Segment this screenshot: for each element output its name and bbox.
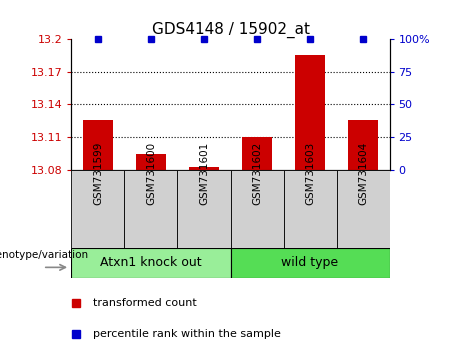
Bar: [296, 55, 325, 170]
Bar: [349, 120, 378, 170]
Text: genotype/variation: genotype/variation: [0, 250, 89, 260]
Text: GSM731601: GSM731601: [199, 142, 209, 205]
Bar: [83, 120, 112, 170]
Bar: [189, 167, 219, 170]
Text: GSM731599: GSM731599: [93, 142, 103, 205]
Bar: [136, 154, 165, 170]
Text: GSM731602: GSM731602: [252, 142, 262, 205]
Text: GSM731603: GSM731603: [305, 142, 315, 205]
Bar: [337, 170, 390, 248]
Text: percentile rank within the sample: percentile rank within the sample: [93, 329, 280, 339]
Text: Atxn1 knock out: Atxn1 knock out: [100, 256, 202, 269]
Title: GDS4148 / 15902_at: GDS4148 / 15902_at: [152, 21, 309, 38]
Bar: [230, 170, 284, 248]
Bar: [71, 170, 124, 248]
Text: transformed count: transformed count: [93, 298, 196, 308]
Bar: [284, 170, 337, 248]
Bar: [124, 170, 177, 248]
Bar: [242, 137, 272, 170]
Bar: [71, 248, 230, 278]
Text: GSM731604: GSM731604: [358, 142, 368, 205]
Text: GSM731600: GSM731600: [146, 142, 156, 205]
Bar: [177, 170, 230, 248]
Bar: [230, 248, 390, 278]
Text: wild type: wild type: [282, 256, 338, 269]
